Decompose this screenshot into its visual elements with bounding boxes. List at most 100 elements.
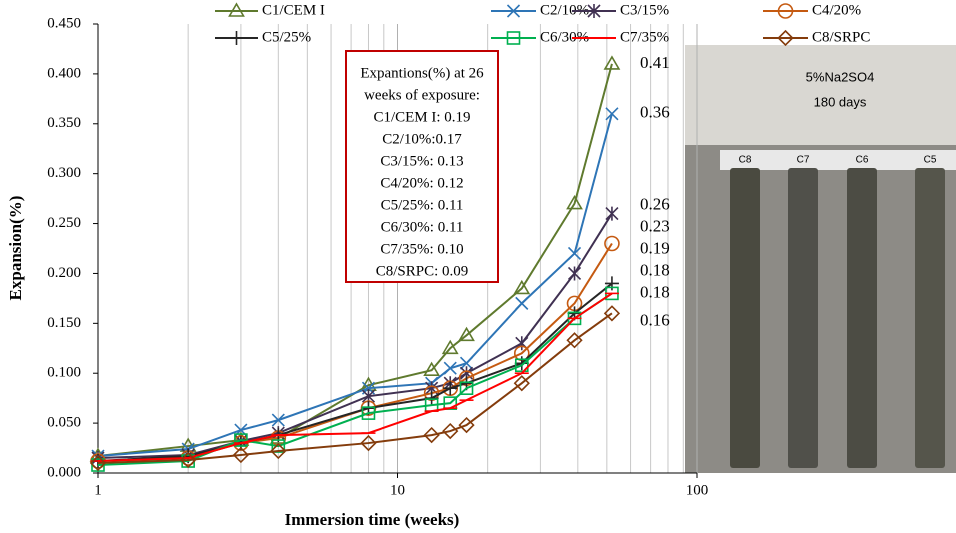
- marker: [603, 55, 621, 70]
- series: [91, 276, 619, 469]
- marker: [360, 434, 377, 452]
- marker: [459, 381, 474, 395]
- marker: [514, 358, 529, 373]
- marker: [271, 439, 286, 453]
- y-tick-label: 0.450: [47, 15, 81, 31]
- end-label: 0.26: [640, 194, 670, 213]
- marker: [442, 422, 459, 440]
- photo-label: C5: [924, 155, 937, 166]
- marker: [423, 361, 441, 377]
- photo-caption: 5%Na2SO4: [806, 69, 875, 84]
- y-tick-label: 0.350: [47, 115, 81, 131]
- series-line: [97, 292, 613, 467]
- y-tick-label: 0.150: [47, 315, 81, 331]
- annotation-text: C4/20%: 0.12: [380, 175, 463, 191]
- end-label: 0.23: [640, 216, 670, 235]
- marker: [89, 454, 107, 472]
- legend-marker: [506, 4, 521, 18]
- end-label: 0.36: [640, 103, 670, 122]
- end-label: 0.16: [640, 310, 670, 329]
- series-line: [97, 312, 613, 465]
- marker: [423, 426, 440, 444]
- legend-label: C4/20%: [812, 2, 861, 18]
- series-line: [97, 292, 613, 463]
- marker: [603, 305, 621, 322]
- photo-bar: [730, 168, 760, 468]
- end-label: 0.18: [640, 260, 670, 279]
- legend-label: C6/30%: [540, 29, 589, 45]
- annotation-text: weeks of exposure:: [364, 87, 480, 103]
- annotation-text: C5/25%: 0.11: [381, 197, 464, 213]
- marker: [424, 391, 439, 406]
- marker: [458, 416, 475, 434]
- legend-label: C8/SRPC: [812, 29, 870, 45]
- annotation-text: C2/10%:0.17: [382, 131, 462, 147]
- photo-bar: [847, 168, 877, 468]
- legend-label: C3/15%: [620, 2, 669, 18]
- photo: 5%Na2SO4 180 days C8 C7 C6 C5: [685, 45, 956, 473]
- end-label: 0.41: [640, 53, 670, 72]
- marker: [515, 296, 529, 310]
- annotation-text: C1/CEM I: 0.19: [373, 109, 470, 125]
- marker: [566, 195, 583, 210]
- marker: [604, 235, 620, 252]
- y-tick-label: 0.200: [47, 265, 81, 281]
- marker: [441, 339, 459, 355]
- legend-marker: [777, 3, 794, 19]
- y-tick-label: 0.250: [47, 215, 81, 231]
- annotation-text: C6/30%: 0.11: [381, 219, 464, 235]
- photo-bar: [788, 168, 818, 468]
- marker: [180, 451, 197, 469]
- marker: [232, 446, 250, 464]
- photo-caption: 180 days: [814, 94, 867, 109]
- annotation-text: C7/35%: 0.10: [380, 241, 463, 257]
- photo-label-strip: [720, 150, 956, 170]
- photo-bar: [915, 168, 945, 468]
- y-tick-label: 0.400: [47, 65, 81, 81]
- legend-entry: C5/25%: [215, 29, 311, 45]
- x-tick-label: 10: [390, 482, 405, 498]
- marker: [566, 332, 583, 349]
- marker: [458, 326, 475, 342]
- legend-entry: C8/SRPC: [763, 29, 870, 47]
- x-axis-title: Immersion time (weeks): [285, 510, 460, 529]
- legend-entry: C1/CEM I: [215, 2, 325, 18]
- marker: [605, 206, 619, 221]
- legend-marker: [229, 31, 244, 45]
- legend-entry: C6/30%: [491, 29, 589, 45]
- legend-label: C1/CEM I: [262, 2, 325, 18]
- marker: [567, 266, 582, 281]
- legend-marker: [228, 2, 245, 17]
- legend-entry: C4/20%: [763, 2, 861, 19]
- end-label: 0.18: [640, 282, 670, 301]
- x-tick-label: 1: [94, 482, 102, 498]
- photo-card: [685, 45, 956, 145]
- legend-label: C2/10%: [540, 2, 589, 18]
- marker: [443, 381, 458, 396]
- legend-entry: C2/10%: [491, 2, 589, 18]
- annotation-text: C8/SRPC: 0.09: [376, 263, 469, 279]
- marker: [270, 442, 287, 460]
- marker: [459, 356, 474, 370]
- series: [89, 305, 621, 472]
- annotation-text: Expantions(%) at 26: [360, 65, 484, 81]
- marker: [361, 406, 376, 420]
- legend-label: C7/35%: [620, 29, 669, 45]
- photo-label: C6: [856, 155, 869, 166]
- marker: [443, 361, 457, 375]
- y-tick-label: 0.300: [47, 165, 81, 181]
- photo-label: C8: [739, 155, 752, 166]
- x-tick-label: 100: [686, 482, 709, 498]
- legend-entry: C3/15%: [572, 2, 669, 18]
- marker: [513, 375, 530, 392]
- legend-marker: [506, 31, 521, 45]
- series-line: [97, 63, 613, 458]
- legend-marker: [587, 4, 601, 18]
- marker: [605, 107, 619, 121]
- annotation-text: C3/15%: 0.13: [380, 153, 463, 169]
- marker: [234, 433, 248, 447]
- y-tick-label: 0.100: [47, 365, 81, 381]
- marker: [513, 279, 531, 295]
- legend-label: C5/25%: [262, 29, 311, 45]
